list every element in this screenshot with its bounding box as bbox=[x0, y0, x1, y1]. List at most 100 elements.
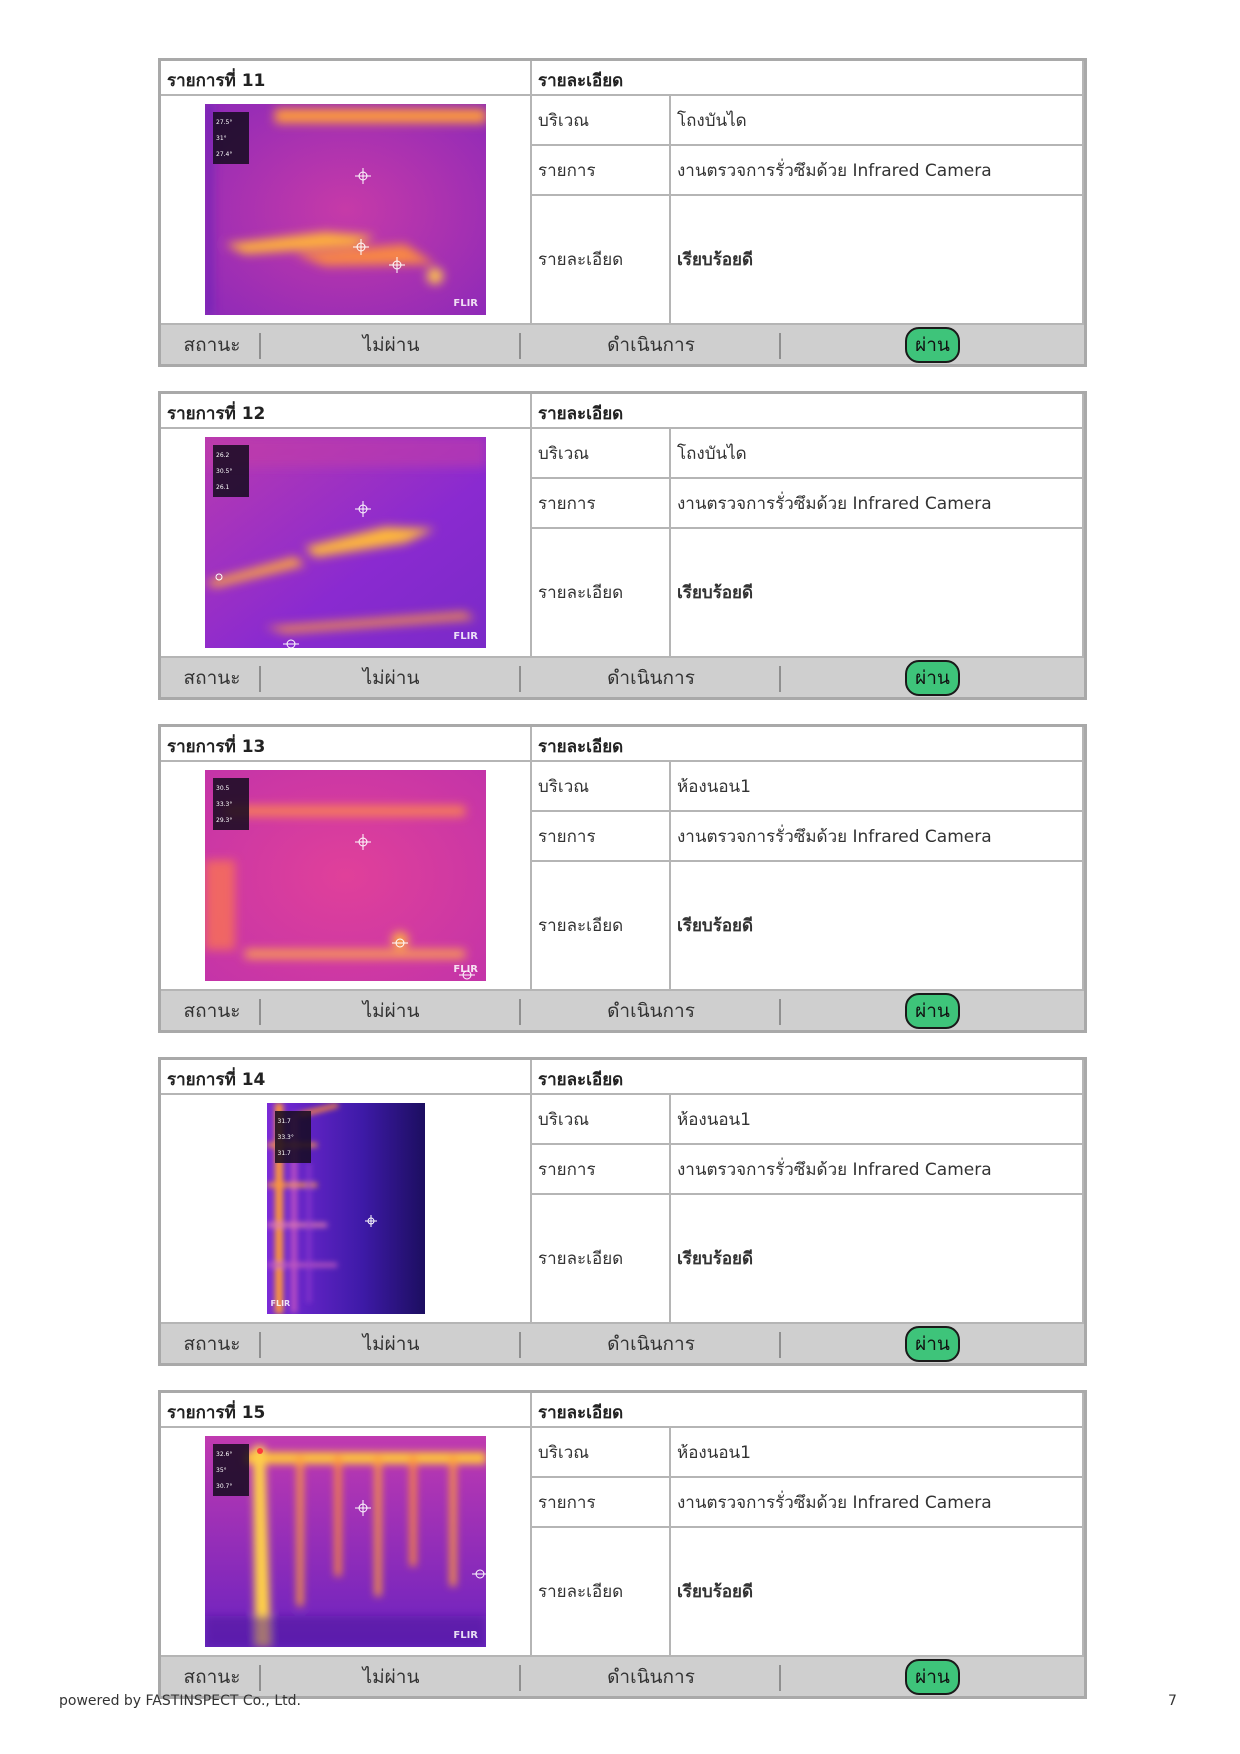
thermal-image[interactable]: 26.2 30.5° 26.1 FLIR bbox=[205, 437, 486, 648]
reading-3: 30.7° bbox=[216, 1482, 233, 1490]
temperature-readout: 30.5 33.3° 29.3° bbox=[213, 778, 249, 830]
detail-label: รายละเอียด bbox=[532, 196, 671, 325]
pass-badge[interactable]: ผ่าน bbox=[905, 326, 960, 363]
area-label: บริเวณ bbox=[532, 1095, 671, 1145]
inspection-card-12: รายการที่ 12 รายละเอียด bbox=[158, 391, 1087, 700]
detail-header: รายละเอียด bbox=[532, 727, 1084, 762]
detail-value: เรียบร้อยดี bbox=[671, 1528, 1084, 1657]
status-fail-option[interactable]: ไม่ผ่าน bbox=[362, 1332, 420, 1355]
status-in-progress-option[interactable]: ดำเนินการ bbox=[607, 1665, 695, 1688]
flir-logo: FLIR bbox=[270, 1299, 291, 1308]
status-label: สถานะ bbox=[183, 1332, 241, 1355]
detail-value: เรียบร้อยดี bbox=[671, 862, 1084, 991]
spot-markers bbox=[353, 168, 405, 273]
thermal-image[interactable]: 32.6° 35° 30.7° FLIR bbox=[205, 1436, 486, 1647]
status-in-progress-option[interactable]: ดำเนินการ bbox=[607, 666, 695, 689]
pass-badge[interactable]: ผ่าน bbox=[905, 659, 960, 696]
detail-value: เรียบร้อยดี bbox=[671, 1195, 1084, 1324]
reading-1: 30.5 bbox=[216, 784, 230, 792]
status-fail-option[interactable]: ไม่ผ่าน bbox=[362, 333, 420, 356]
area-value: โถงบันได bbox=[671, 96, 1084, 146]
reading-2: 31° bbox=[216, 134, 227, 142]
status-fail-option[interactable]: ไม่ผ่าน bbox=[362, 1665, 420, 1688]
status-fail-option[interactable]: ไม่ผ่าน bbox=[362, 999, 420, 1022]
thermal-image[interactable]: 31.7 33.3° 31.7 FLIR bbox=[266, 1103, 425, 1314]
item-label: รายการ bbox=[532, 479, 671, 529]
item-value: งานตรวจการรั่วซึมด้วย Infrared Camera bbox=[671, 479, 1084, 529]
detail-header: รายละเอียด bbox=[532, 1393, 1084, 1428]
detail-value: เรียบร้อยดี bbox=[671, 196, 1084, 325]
detail-label: รายละเอียด bbox=[532, 1528, 671, 1657]
spot-markers bbox=[355, 1500, 486, 1579]
reading-1: 26.2 bbox=[216, 451, 230, 459]
flir-logo: FLIR bbox=[453, 1630, 478, 1641]
spot-markers bbox=[364, 1215, 377, 1227]
area-label: บริเวณ bbox=[532, 429, 671, 479]
thermal-image-cell: 26.2 30.5° 26.1 FLIR bbox=[161, 429, 532, 658]
reading-3: 27.4° bbox=[216, 150, 233, 158]
inspection-card-11: รายการที่ 11 รายละเอียด bbox=[158, 58, 1087, 367]
item-title: รายการที่ 11 bbox=[161, 61, 532, 96]
flir-logo: FLIR bbox=[453, 631, 478, 642]
reading-2: 33.3° bbox=[216, 800, 233, 808]
inspection-card-13: รายการที่ 13 รายละเอียด bbox=[158, 724, 1087, 1033]
thermal-image[interactable]: 30.5 33.3° 29.3° FLIR bbox=[205, 770, 486, 981]
status-label: สถานะ bbox=[183, 333, 241, 356]
page-number: 7 bbox=[1168, 1693, 1177, 1709]
thermal-image[interactable]: 27.5° 31° 27.4° FLIR bbox=[205, 104, 486, 315]
status-pass-option[interactable]: ผ่าน bbox=[781, 325, 1084, 364]
status-pass-option[interactable]: ผ่าน bbox=[781, 1657, 1084, 1696]
area-label: บริเวณ bbox=[532, 1428, 671, 1478]
powered-by: powered by FASTINSPECT Co., Ltd. bbox=[59, 1693, 301, 1709]
status-pass-option[interactable]: ผ่าน bbox=[781, 658, 1084, 697]
detail-label: รายละเอียด bbox=[532, 862, 671, 991]
status-bar: สถานะ ไม่ผ่าน ดำเนินการ ผ่าน bbox=[161, 1324, 1084, 1363]
detail-header: รายละเอียด bbox=[532, 1060, 1084, 1095]
status-bar: สถานะ ไม่ผ่าน ดำเนินการ ผ่าน bbox=[161, 325, 1084, 364]
inspection-card-14: รายการที่ 14 รายละเอียด bbox=[158, 1057, 1087, 1366]
inspection-card-15: รายการที่ 15 รายละเอียด bbox=[158, 1390, 1087, 1699]
spot-markers bbox=[215, 501, 371, 648]
reading-2: 33.3° bbox=[277, 1133, 294, 1141]
pass-badge[interactable]: ผ่าน bbox=[905, 1658, 960, 1695]
status-bar: สถานะ ไม่ผ่าน ดำเนินการ ผ่าน bbox=[161, 991, 1084, 1030]
reading-1: 27.5° bbox=[216, 118, 233, 126]
flir-logo: FLIR bbox=[453, 964, 478, 975]
detail-label: รายละเอียด bbox=[532, 1195, 671, 1324]
temperature-readout: 31.7 33.3° 31.7 bbox=[274, 1111, 311, 1163]
item-label: รายการ bbox=[532, 812, 671, 862]
status-label: สถานะ bbox=[183, 1665, 241, 1688]
area-value: ห้องนอน1 bbox=[671, 762, 1084, 812]
thermal-image-cell: 31.7 33.3° 31.7 FLIR bbox=[161, 1095, 532, 1324]
temperature-readout: 26.2 30.5° 26.1 bbox=[213, 445, 249, 497]
item-label: รายการ bbox=[532, 1478, 671, 1528]
area-value: ห้องนอน1 bbox=[671, 1428, 1084, 1478]
status-in-progress-option[interactable]: ดำเนินการ bbox=[607, 1332, 695, 1355]
status-fail-option[interactable]: ไม่ผ่าน bbox=[362, 666, 420, 689]
thermal-image-cell: 30.5 33.3° 29.3° FLIR bbox=[161, 762, 532, 991]
detail-header: รายละเอียด bbox=[532, 61, 1084, 96]
pass-badge[interactable]: ผ่าน bbox=[905, 1325, 960, 1362]
status-pass-option[interactable]: ผ่าน bbox=[781, 991, 1084, 1030]
item-title: รายการที่ 12 bbox=[161, 394, 532, 429]
area-value: โถงบันได bbox=[671, 429, 1084, 479]
item-label: รายการ bbox=[532, 1145, 671, 1195]
pass-badge[interactable]: ผ่าน bbox=[905, 992, 960, 1029]
item-title: รายการที่ 13 bbox=[161, 727, 532, 762]
item-value: งานตรวจการรั่วซึมด้วย Infrared Camera bbox=[671, 1145, 1084, 1195]
detail-value: เรียบร้อยดี bbox=[671, 529, 1084, 658]
detail-header: รายละเอียด bbox=[532, 394, 1084, 429]
status-in-progress-option[interactable]: ดำเนินการ bbox=[607, 333, 695, 356]
reading-1: 31.7 bbox=[277, 1117, 291, 1125]
area-value: ห้องนอน1 bbox=[671, 1095, 1084, 1145]
temperature-readout: 32.6° 35° 30.7° bbox=[213, 1444, 249, 1496]
status-pass-option[interactable]: ผ่าน bbox=[781, 1324, 1084, 1363]
status-bar: สถานะ ไม่ผ่าน ดำเนินการ ผ่าน bbox=[161, 658, 1084, 697]
thermal-image-cell: 32.6° 35° 30.7° FLIR bbox=[161, 1428, 532, 1657]
area-label: บริเวณ bbox=[532, 762, 671, 812]
area-label: บริเวณ bbox=[532, 96, 671, 146]
spot-markers bbox=[355, 834, 475, 980]
reading-2: 30.5° bbox=[216, 467, 233, 475]
status-in-progress-option[interactable]: ดำเนินการ bbox=[607, 999, 695, 1022]
status-bar: สถานะ ไม่ผ่าน ดำเนินการ ผ่าน bbox=[161, 1657, 1084, 1696]
